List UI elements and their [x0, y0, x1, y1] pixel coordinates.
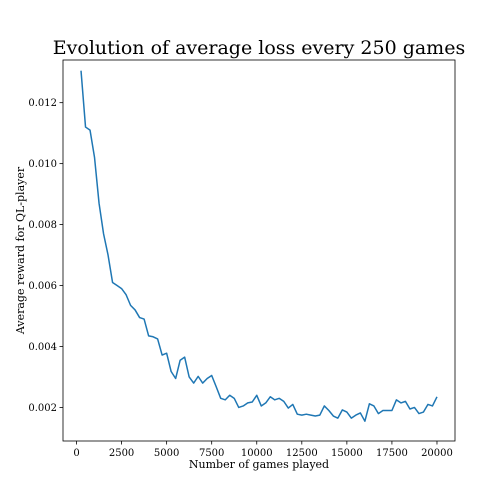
y-tick-label: 0.006 — [28, 281, 57, 292]
x-tick-label: 5000 — [154, 448, 179, 459]
x-tick-label: 15000 — [331, 448, 363, 459]
y-axis-ticks: 0.002 0.004 0.006 0.008 0.010 0.012 — [28, 98, 63, 414]
x-tick-label: 0 — [73, 448, 79, 459]
plot-frame — [62, 59, 456, 442]
x-axis-ticks: 0 2500 5000 7500 10000 12500 15000 17500 20000 — [73, 441, 453, 459]
x-tick-label: 7500 — [199, 448, 224, 459]
x-tick-label: 10000 — [241, 448, 273, 459]
chart-title: Evolution of average loss every 250 game… — [53, 37, 465, 59]
x-tick-label: 2500 — [109, 448, 134, 459]
x-axis-label: Number of games played — [189, 458, 329, 471]
y-tick-label: 0.010 — [28, 159, 57, 170]
y-tick-label: 0.008 — [28, 220, 57, 231]
series-line — [80, 70, 438, 422]
x-tick-label: 17500 — [376, 448, 408, 459]
y-tick-label: 0.012 — [28, 98, 57, 109]
y-tick-label: 0.004 — [28, 342, 57, 353]
y-tick-label: 0.002 — [28, 403, 57, 414]
x-tick-label: 12500 — [286, 448, 318, 459]
y-axis-label: Average reward for QL-player — [14, 166, 27, 335]
x-tick-label: 20000 — [421, 448, 453, 459]
